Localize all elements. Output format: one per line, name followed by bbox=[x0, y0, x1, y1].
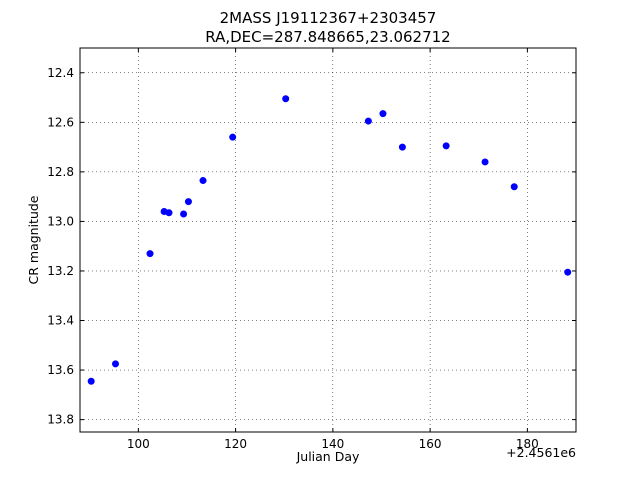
y-tick-label: 13.6 bbox=[47, 363, 74, 377]
chart-subtitle: RA,DEC=287.848665,23.062712 bbox=[205, 28, 450, 46]
x-tick-label: 120 bbox=[224, 437, 247, 451]
x-tick-label: 180 bbox=[516, 437, 539, 451]
grid bbox=[80, 48, 576, 432]
y-tick-label: 12.4 bbox=[47, 66, 74, 80]
y-tick-label: 13.2 bbox=[47, 264, 74, 278]
x-tick-label: 140 bbox=[321, 437, 344, 451]
x-tick-label: 100 bbox=[127, 437, 150, 451]
data-point bbox=[442, 142, 450, 150]
data-point bbox=[184, 198, 192, 206]
data-point bbox=[398, 143, 406, 151]
x-tick-label: 160 bbox=[419, 437, 442, 451]
data-point bbox=[199, 177, 207, 185]
axis-ticks: 100 120 140 160 180 12.4 12.6 12.8 13.0 13.2 13.4 1… bbox=[47, 48, 576, 451]
y-tick-label: 12.8 bbox=[47, 165, 74, 179]
data-points bbox=[87, 95, 572, 385]
y-tick-label: 13.4 bbox=[47, 314, 74, 328]
y-tick-label: 13.0 bbox=[47, 214, 74, 228]
y-tick-label: 12.6 bbox=[47, 115, 74, 129]
data-point bbox=[165, 209, 173, 217]
y-axis-label: CR magnitude bbox=[26, 195, 41, 284]
y-tick-label: 13.8 bbox=[47, 413, 74, 427]
data-point bbox=[564, 268, 572, 276]
data-point bbox=[364, 117, 372, 125]
data-point bbox=[180, 210, 188, 218]
data-point bbox=[379, 110, 387, 118]
x-axis-label: Julian Day bbox=[296, 449, 360, 464]
data-point bbox=[111, 360, 119, 368]
data-point bbox=[87, 377, 95, 385]
data-point bbox=[229, 133, 237, 141]
data-point bbox=[481, 158, 489, 166]
plot-area bbox=[79, 47, 577, 433]
data-point bbox=[510, 183, 518, 191]
data-point bbox=[282, 95, 290, 103]
data-point bbox=[146, 250, 154, 258]
chart-title: 2MASS J19112367+2303457 bbox=[220, 9, 437, 27]
x-axis-offset-label: +2.4561e6 bbox=[506, 445, 576, 460]
